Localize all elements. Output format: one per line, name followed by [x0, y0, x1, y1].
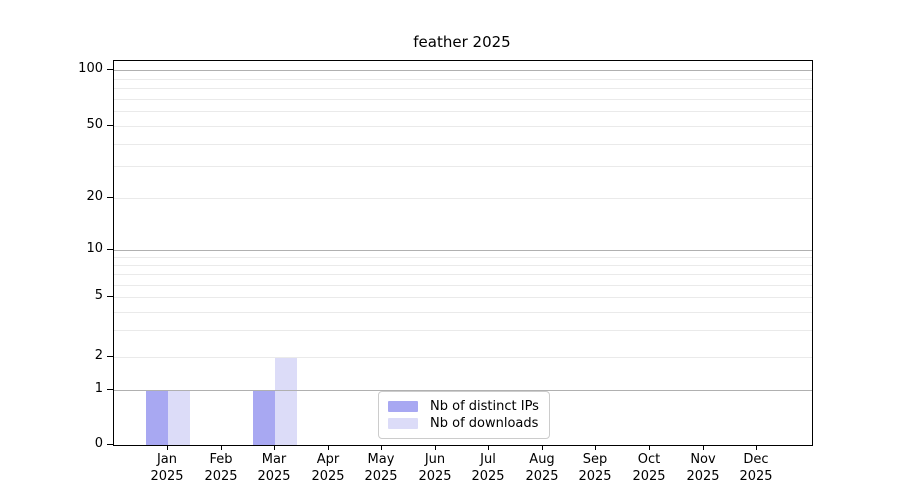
x-tick-mark-apr	[328, 445, 329, 450]
gridline-minor-70	[114, 99, 812, 100]
x-tick-label-oct: Oct 2025	[619, 451, 679, 485]
x-tick-label-sep: Sep 2025	[565, 451, 625, 485]
y-tick-label-5: 5	[94, 288, 103, 303]
y-tick-mark-1	[107, 389, 113, 390]
x-tick-year: 2025	[632, 469, 666, 484]
y-tick-mark-10	[107, 249, 113, 250]
gridline-minor-60	[114, 111, 812, 112]
y-tick-label-1: 1	[94, 381, 103, 396]
x-tick-mark-jan	[167, 445, 168, 450]
gridline-minor-2	[114, 357, 812, 358]
gridline-minor-8	[114, 265, 812, 266]
gridline-major-100	[114, 70, 812, 71]
x-tick-mark-jul	[488, 445, 489, 450]
x-tick-label-apr: Apr 2025	[298, 451, 358, 485]
x-tick-label-jul: Jul 2025	[458, 451, 518, 485]
y-tick-mark-0	[107, 444, 113, 445]
x-tick-month: Jul	[480, 452, 496, 467]
x-tick-year: 2025	[686, 469, 720, 484]
x-tick-month: Oct	[637, 452, 661, 467]
gridline-minor-90	[114, 79, 812, 80]
y-tick-label-2: 2	[94, 348, 103, 363]
x-tick-label-may: May 2025	[351, 451, 411, 485]
x-tick-month: Dec	[743, 452, 769, 467]
x-tick-month: May	[367, 452, 395, 467]
gridline-minor-50	[114, 126, 812, 127]
y-tick-label-50: 50	[86, 117, 103, 132]
legend-swatch-downloads	[388, 418, 418, 429]
y-tick-label-100: 100	[78, 61, 103, 76]
y-tick-mark-100	[107, 69, 113, 70]
legend: Nb of distinct IPs Nb of downloads	[378, 391, 550, 439]
y-tick-mark-2	[107, 356, 113, 357]
legend-item-downloads: Nb of downloads	[388, 415, 539, 432]
x-tick-year: 2025	[257, 469, 291, 484]
y-tick-mark-5	[107, 296, 113, 297]
gridline-minor-9	[114, 257, 812, 258]
gridline-minor-3	[114, 330, 812, 331]
gridline-minor-30	[114, 166, 812, 167]
bar-distinct-ips-mar	[253, 390, 276, 445]
bar-downloads-jan	[168, 390, 190, 445]
x-tick-month: Jun	[424, 452, 446, 467]
x-tick-year: 2025	[471, 469, 505, 484]
x-tick-year: 2025	[311, 469, 345, 484]
gridline-minor-40	[114, 144, 812, 145]
x-tick-month: Nov	[690, 452, 716, 467]
x-tick-year: 2025	[204, 469, 238, 484]
x-tick-label-jun: Jun 2025	[405, 451, 465, 485]
y-tick-label-20: 20	[86, 189, 103, 204]
legend-label-distinct-ips: Nb of distinct IPs	[430, 399, 539, 414]
chart-title: feather 2025	[413, 33, 511, 51]
x-tick-year: 2025	[578, 469, 612, 484]
x-tick-mark-mar	[274, 445, 275, 450]
y-tick-label-10: 10	[86, 241, 103, 256]
x-tick-label-jan: Jan 2025	[137, 451, 197, 485]
x-tick-label-dec: Dec 2025	[726, 451, 786, 485]
gridline-minor-7	[114, 274, 812, 275]
x-tick-mark-feb	[221, 445, 222, 450]
x-tick-year: 2025	[739, 469, 773, 484]
legend-swatch-distinct-ips	[388, 401, 418, 412]
y-tick-mark-20	[107, 197, 113, 198]
x-tick-month: Mar	[261, 452, 287, 467]
gridline-major-1	[114, 390, 812, 391]
x-tick-year: 2025	[525, 469, 559, 484]
x-tick-year: 2025	[364, 469, 398, 484]
x-tick-mark-dec	[756, 445, 757, 450]
x-tick-month: Jan	[156, 452, 178, 467]
x-tick-label-mar: Mar 2025	[244, 451, 304, 485]
x-tick-mark-jun	[435, 445, 436, 450]
x-tick-mark-nov	[703, 445, 704, 450]
x-tick-month: Sep	[582, 452, 608, 467]
bar-distinct-ips-jan	[146, 390, 168, 445]
x-tick-label-feb: Feb 2025	[191, 451, 251, 485]
legend-item-distinct-ips: Nb of distinct IPs	[388, 398, 539, 415]
y-tick-mark-50	[107, 125, 113, 126]
gridline-minor-6	[114, 285, 812, 286]
gridline-minor-4	[114, 312, 812, 313]
legend-label-downloads: Nb of downloads	[430, 416, 539, 431]
gridline-minor-5	[114, 297, 812, 298]
x-tick-label-aug: Aug 2025	[512, 451, 572, 485]
x-tick-mark-oct	[649, 445, 650, 450]
x-tick-month: Feb	[209, 452, 233, 467]
y-tick-label-0: 0	[94, 436, 103, 451]
x-tick-month: Apr	[316, 452, 340, 467]
x-tick-mark-aug	[542, 445, 543, 450]
x-tick-label-nov: Nov 2025	[673, 451, 733, 485]
x-tick-mark-may	[381, 445, 382, 450]
plot-area	[113, 60, 813, 446]
gridline-minor-80	[114, 88, 812, 89]
x-tick-mark-sep	[595, 445, 596, 450]
gridline-minor-20	[114, 198, 812, 199]
x-tick-month: Aug	[529, 452, 555, 467]
x-tick-year: 2025	[418, 469, 452, 484]
gridline-major-10	[114, 250, 812, 251]
bar-downloads-mar	[275, 357, 298, 445]
x-tick-year: 2025	[150, 469, 184, 484]
